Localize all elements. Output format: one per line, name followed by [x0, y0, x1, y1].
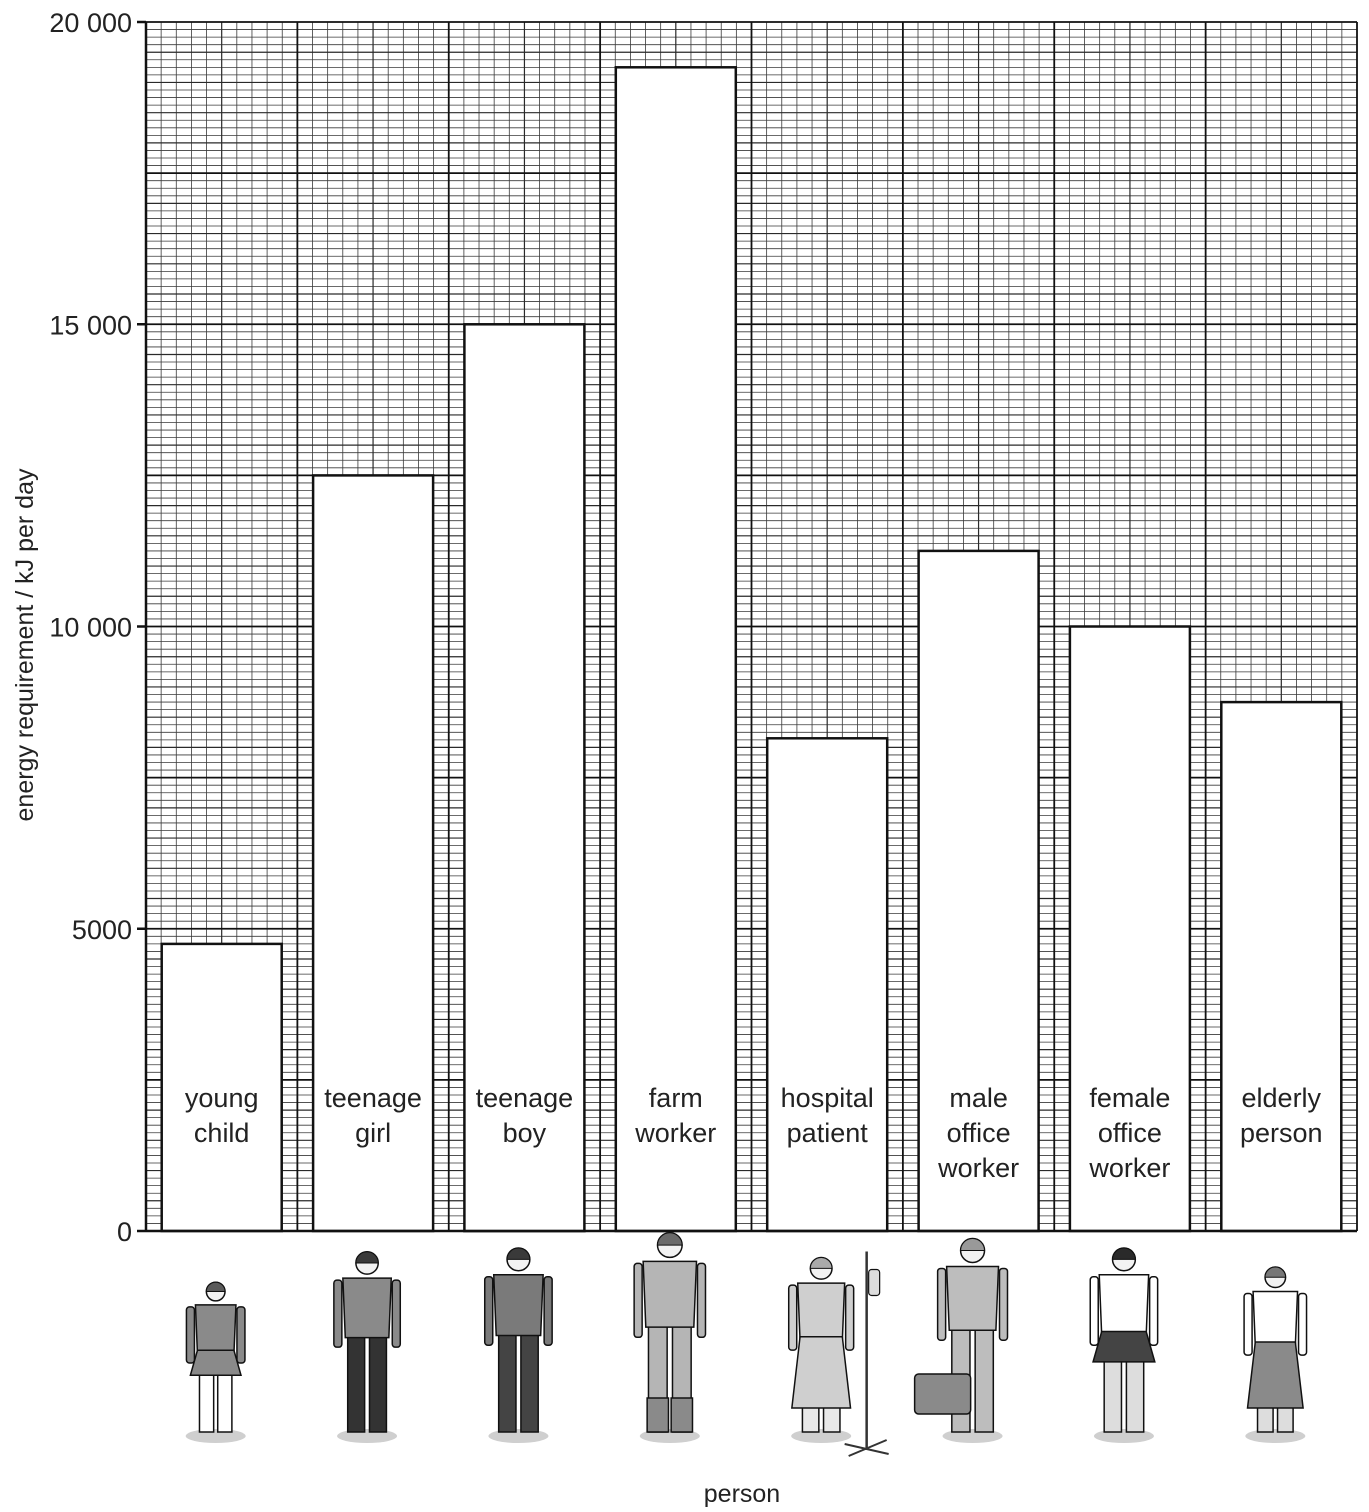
category-label: hospital: [781, 1083, 874, 1113]
bar-teenage-boy: [463, 323, 586, 1233]
figure-arm: [633, 1262, 643, 1339]
young-child-figure-icon: [185, 1281, 246, 1443]
figure-arm: [844, 1284, 855, 1351]
figure-shadow: [185, 1429, 246, 1443]
figure-shadow: [488, 1429, 549, 1443]
figure-leg: [974, 1325, 995, 1433]
category-label: elderly: [1242, 1083, 1322, 1113]
category-label: teenage: [324, 1083, 422, 1113]
category-label: boy: [503, 1118, 547, 1148]
drip-stand-base: [844, 1439, 889, 1457]
category-label: worker: [634, 1118, 716, 1148]
figure-torso: [642, 1260, 698, 1328]
figure-torso: [1252, 1290, 1299, 1347]
figure-arm: [1148, 1276, 1159, 1346]
figure-shadow: [791, 1429, 852, 1443]
figure-leg: [520, 1330, 539, 1433]
y-tick-label: 5000: [72, 915, 132, 945]
bar-young-child: [160, 942, 283, 1233]
figure-skirt: [791, 1335, 852, 1409]
bar-elderly-person: [1220, 700, 1343, 1233]
category-label: patient: [787, 1118, 869, 1148]
figure-torso: [796, 1282, 846, 1342]
category-label: office: [1098, 1118, 1162, 1148]
person-figures: [185, 1232, 1308, 1457]
figure-arm: [543, 1276, 553, 1346]
figure-torso: [342, 1277, 393, 1339]
bars: young child teenage girl teenage boy farm worke…: [160, 66, 1343, 1233]
bar-female-office-worker: [1068, 625, 1192, 1233]
figure-torso: [194, 1304, 237, 1356]
figure-arm: [1243, 1292, 1253, 1356]
figure-boot: [646, 1397, 670, 1433]
bar-male-office-worker: [917, 549, 1040, 1233]
figure-arm: [483, 1276, 494, 1346]
hospital-patient-figure-icon: [787, 1251, 889, 1457]
category-label: office: [947, 1118, 1011, 1148]
figure-arm: [333, 1279, 343, 1348]
category-label: worker: [937, 1153, 1019, 1183]
y-tick-label: 20 000: [49, 8, 132, 38]
category-label: girl: [355, 1118, 391, 1148]
category-label: male: [949, 1083, 1008, 1113]
figure-shadow: [1245, 1429, 1306, 1443]
figure-arm: [1297, 1292, 1308, 1356]
farm-worker-figure-icon: [633, 1232, 707, 1443]
figure-torso: [1098, 1274, 1150, 1337]
figure-shadow: [337, 1429, 398, 1443]
figure-skirt: [1246, 1341, 1304, 1409]
briefcase: [913, 1373, 972, 1415]
bar-hospital-patient: [765, 737, 889, 1233]
figure-leg: [497, 1330, 517, 1433]
figure-skirt: [1092, 1330, 1156, 1363]
bar-farm-worker: [614, 66, 738, 1233]
x-axis-title: person: [704, 1480, 780, 1508]
figure-hair: [960, 1238, 986, 1251]
y-tick-label: 10 000: [49, 613, 132, 643]
y-axis-title: energy requirement / kJ per day: [11, 468, 39, 821]
figure-arm: [696, 1262, 707, 1339]
male-office-worker-figure-icon: [913, 1237, 1009, 1443]
figure-skirt: [189, 1349, 242, 1376]
category-label: farm: [649, 1083, 703, 1113]
figure-torso: [492, 1274, 544, 1337]
figure-torso: [945, 1265, 1000, 1332]
figure-arm: [185, 1306, 196, 1364]
figure-boot: [670, 1397, 694, 1433]
elderly-person-figure-icon: [1243, 1266, 1308, 1443]
figure-shadow: [1093, 1429, 1154, 1443]
figure-arm: [787, 1284, 798, 1351]
category-label: person: [1240, 1118, 1323, 1148]
figure-arm: [936, 1267, 947, 1342]
figure-leg: [346, 1332, 366, 1433]
category-label: female: [1089, 1083, 1170, 1113]
teenage-boy-figure-icon: [483, 1247, 553, 1443]
figure-hair: [205, 1281, 226, 1293]
figure-arm: [391, 1279, 402, 1348]
figure-hair: [1264, 1266, 1287, 1278]
figure-hair: [656, 1232, 683, 1246]
figure-arm: [998, 1267, 1009, 1342]
y-tick-label: 0: [117, 1217, 132, 1247]
figure-leg: [368, 1332, 388, 1433]
drip-bag: [868, 1268, 881, 1297]
category-label: young: [185, 1083, 259, 1113]
teenage-girl-figure-icon: [333, 1251, 402, 1443]
figure-hair: [355, 1251, 379, 1264]
figure-hair: [506, 1247, 531, 1260]
axes: 0 5000 10 000 15 000 20 000: [49, 8, 1357, 1247]
y-tick-label: 15 000: [49, 310, 132, 340]
female-office-worker-figure-icon: [1089, 1247, 1159, 1443]
category-label: child: [194, 1118, 250, 1148]
category-label: worker: [1088, 1153, 1170, 1183]
category-label: teenage: [476, 1083, 574, 1113]
figure-arm: [236, 1306, 246, 1364]
bar-teenage-girl: [311, 474, 435, 1233]
figure-hair: [1112, 1247, 1136, 1260]
figure-arm: [1089, 1276, 1099, 1346]
figure-hair: [809, 1257, 833, 1269]
